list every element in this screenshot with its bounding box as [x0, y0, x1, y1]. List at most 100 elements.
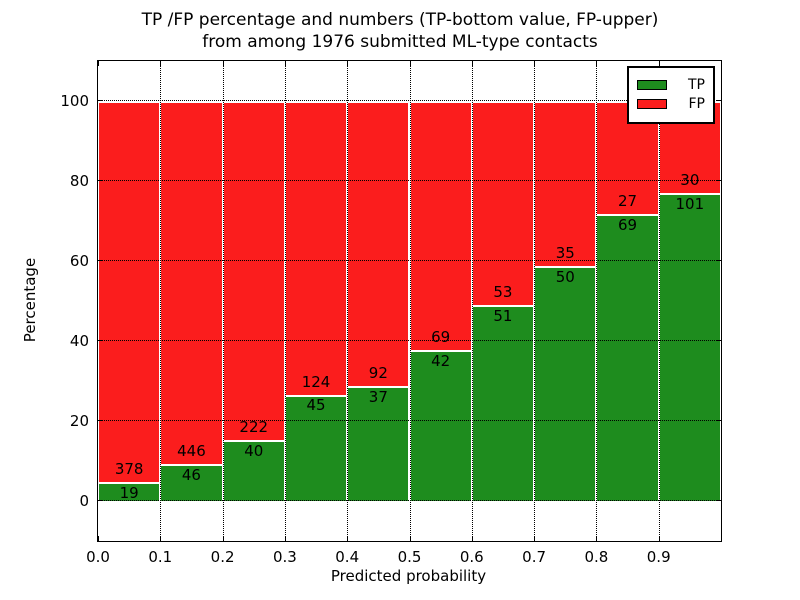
bar-label-tp: 45 [306, 396, 326, 415]
bar-column: 53 51 [471, 101, 535, 501]
y-tick-label: 100 [60, 92, 89, 110]
bar-label-tp: 101 [675, 194, 705, 213]
ticks-layer [98, 61, 721, 541]
x-tick-mark [471, 61, 473, 66]
x-tick-mark [658, 61, 660, 66]
tp-color-swatch [637, 80, 667, 90]
legend: TP FP [627, 66, 715, 124]
x-tick-label: 0.2 [210, 548, 235, 566]
bar-segment-fp [223, 101, 284, 440]
x-tick-mark [409, 61, 411, 66]
x-tick-mark [160, 61, 162, 66]
x-tick-mark [534, 61, 536, 66]
bar-segment-tp [161, 463, 222, 501]
bar-label-tp: 19 [119, 483, 139, 502]
bar-segment-fp [161, 101, 222, 464]
x-tick-label: 0.9 [646, 548, 671, 566]
y-tick-mark [98, 100, 103, 101]
y-tick-mark [98, 180, 103, 181]
bar-column: 124 45 [284, 101, 348, 501]
x-tick-mark [222, 536, 224, 541]
y-tick-label: 0 [79, 492, 89, 510]
bar-label-fp: 27 [617, 191, 638, 210]
bar-segment-tp [472, 304, 534, 501]
bar-label-fp: 92 [368, 364, 388, 383]
bar-column: 30 101 [658, 101, 721, 501]
bar-label-tp: 69 [617, 215, 638, 234]
x-tick-mark [347, 536, 349, 541]
grid-layer [98, 61, 721, 541]
x-tick-mark [534, 536, 536, 541]
bar-label-fp: 69 [431, 327, 451, 346]
x-axis-label: Predicted probability [330, 567, 487, 585]
bar-segment-fp [285, 101, 347, 395]
gridline-vertical [596, 61, 598, 541]
bar-label-fp: 446 [177, 441, 206, 460]
bar-column: 27 69 [596, 101, 659, 501]
chart-title: TP /FP percentage and numbers (TP-bottom… [0, 9, 800, 53]
x-tick-mark [596, 61, 598, 66]
bar-label-fp: 378 [114, 459, 144, 478]
x-tick-mark [471, 536, 473, 541]
bar-segment-tp [535, 265, 596, 501]
x-tick-label: 0.8 [584, 548, 609, 566]
bar-segment-fp [535, 101, 596, 266]
x-tick-mark [98, 536, 99, 541]
bar-label-fp: 124 [301, 372, 331, 391]
x-tick-label: 0.4 [335, 548, 360, 566]
x-tick-mark [284, 536, 286, 541]
plot-area: 378 19 446 46 222 40 124 45 92 37 69 42 53 51 35 50 27 69… [60, 60, 722, 566]
x-tick-label: 0.1 [148, 548, 173, 566]
bar-column: 92 37 [347, 101, 410, 501]
y-axis-label: Percentage [21, 257, 39, 343]
y-tick-mark [716, 340, 721, 341]
x-tick-mark [596, 536, 598, 541]
x-tick-label: 0.3 [272, 548, 297, 566]
bar-segment-fp [472, 101, 534, 305]
gridline-vertical [284, 61, 286, 541]
gridline-vertical [658, 61, 660, 541]
x-tick-mark [222, 61, 224, 66]
bar-label-fp: 53 [493, 282, 513, 301]
bar-column: 378 19 [98, 101, 161, 502]
y-tick-label: 80 [69, 172, 89, 190]
x-tick-label: 0.0 [86, 548, 110, 566]
bar-segment-tp [99, 481, 160, 501]
fp-color-swatch [637, 99, 667, 109]
bar-label-tp: 50 [555, 267, 575, 286]
x-tick-label: 0.6 [459, 548, 484, 566]
legend-entry-fp: FP [637, 96, 705, 112]
bar-segment-fp [348, 101, 409, 387]
bar-label-fp: 30 [680, 170, 700, 189]
y-tick-mark [716, 260, 721, 261]
chart-title-line2: from among 1976 submitted ML-type contac… [202, 32, 598, 52]
bar-label-fp: 35 [555, 243, 575, 262]
legend-label-fp: FP [688, 96, 706, 112]
gridline-vertical [534, 61, 536, 541]
y-tick-label: 40 [69, 332, 89, 350]
bar-label-tp: 40 [244, 441, 264, 460]
bar-label-fp: 222 [239, 417, 269, 436]
bar-label-tp: 42 [431, 351, 451, 370]
gridline-vertical [222, 61, 224, 541]
y-tick-mark [98, 420, 103, 421]
y-tick-mark [98, 260, 103, 261]
bar-segment-tp [597, 213, 658, 501]
gridline-vertical [347, 61, 349, 541]
tick-labels-layer: 0.0 0.1 0.2 0.3 0.4 0.5 0.6 0.7 0.8 0.9 0 20 40 60 80 1… [60, 61, 721, 566]
gridline-vertical [160, 61, 162, 541]
y-tick-mark [716, 420, 721, 421]
chart-title-line1: TP /FP percentage and numbers (TP-bottom… [141, 10, 659, 30]
legend-label-tp: TP [688, 77, 705, 93]
x-tick-label: 0.5 [397, 548, 422, 566]
bar-label-tp: 46 [181, 465, 201, 484]
y-tick-mark [716, 180, 721, 181]
x-tick-mark [658, 536, 660, 541]
gridline-vertical [409, 61, 411, 541]
y-tick-mark [98, 340, 103, 341]
bar-label-tp: 51 [493, 306, 513, 325]
bar-column: 35 50 [534, 101, 597, 501]
y-tick-mark [98, 500, 103, 501]
bar-segment-fp [99, 101, 160, 482]
